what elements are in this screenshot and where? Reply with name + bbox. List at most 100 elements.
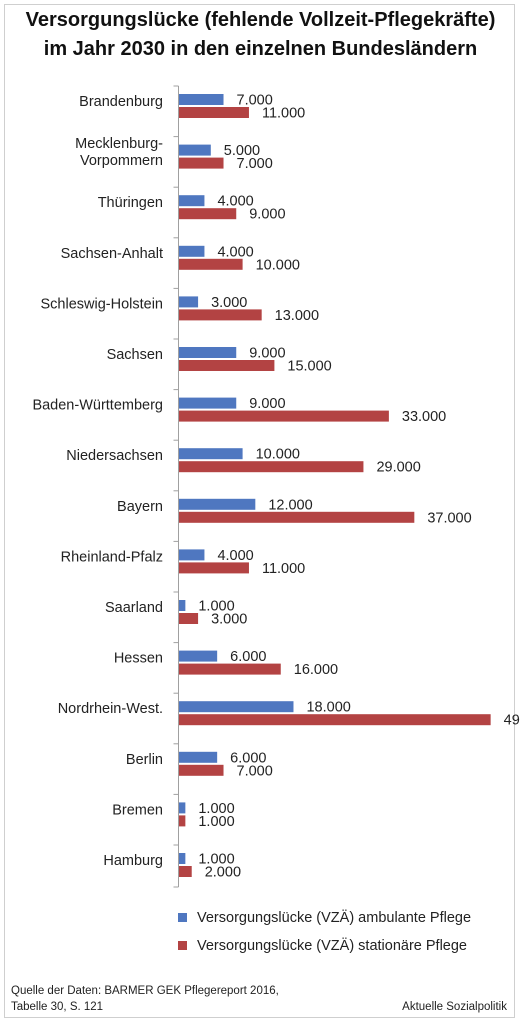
category-label-line: Nordrhein-West.	[58, 701, 163, 717]
category-label: Sachsen-Anhalt	[61, 246, 163, 262]
bar-ambulant	[179, 549, 205, 561]
bar-ambulant	[179, 701, 294, 713]
bar-stationaer	[179, 562, 249, 574]
legend-label-ambulant: Versorgungslücke (VZÄ) ambulante Pflege	[197, 910, 472, 926]
category-label: Saarland	[105, 600, 163, 616]
bar-ambulant	[179, 144, 211, 156]
chart-title: Versorgungslücke (fehlende Vollzeit-Pfle…	[0, 6, 521, 64]
value-label-ambulant: 6.000	[230, 649, 266, 665]
value-label-ambulant: 1.000	[198, 852, 234, 868]
value-label-stationaer: 33.000	[402, 409, 446, 425]
category-label-line: Brandenburg	[79, 94, 163, 110]
value-label-ambulant: 3.000	[211, 295, 247, 311]
category-label: Brandenburg	[79, 94, 163, 110]
bar-chart: Brandenburg 7.00011.000Mecklenburg-Vorpom…	[32, 85, 521, 888]
bar-stationaer	[179, 258, 243, 270]
value-label-stationaer: 11.000	[262, 561, 305, 577]
category-label: Sachsen	[107, 347, 163, 363]
value-label-ambulant: 12.000	[268, 497, 312, 513]
legend-label-stationaer: Versorgungslücke (VZÄ) stationäre Pflege	[197, 938, 467, 954]
value-label-ambulant: 10.000	[256, 447, 300, 463]
bar-stationaer	[179, 663, 281, 675]
category-label-line: Mecklenburg-	[75, 136, 163, 152]
bar-ambulant	[179, 751, 218, 763]
bar-stationaer	[179, 107, 249, 118]
value-label-stationaer: 49.000	[504, 713, 521, 729]
value-label-stationaer: 9.000	[249, 207, 285, 223]
value-label-stationaer: 37.000	[427, 510, 471, 526]
value-label-ambulant: 1.000	[198, 801, 234, 817]
value-label-stationaer: 29.000	[376, 460, 420, 476]
value-label-stationaer: 13.000	[275, 308, 319, 324]
value-label-stationaer: 7.000	[237, 156, 273, 172]
value-label-ambulant: 6.000	[230, 750, 266, 766]
bar-ambulant	[179, 397, 237, 409]
category-label: Thüringen	[98, 195, 163, 211]
category-label: Niedersachsen	[66, 448, 163, 464]
bar-ambulant	[179, 296, 199, 308]
bar-ambulant	[179, 245, 205, 257]
bar-stationaer	[179, 511, 415, 523]
category-label: Rheinland-Pfalz	[61, 549, 163, 565]
bar-ambulant	[179, 347, 237, 358]
category-label-line: Vorpommern	[80, 153, 163, 169]
bar-ambulant	[179, 498, 256, 510]
category-label-line: Rheinland-Pfalz	[61, 549, 163, 565]
bar-ambulant	[179, 94, 224, 105]
category-label-line: Schleswig-Holstein	[41, 296, 164, 312]
bar-stationaer	[179, 866, 192, 877]
value-label-stationaer: 10.000	[256, 257, 300, 273]
category-label: Berlin	[126, 752, 163, 768]
value-label-ambulant: 9.000	[249, 346, 285, 362]
value-label-ambulant: 9.000	[249, 396, 285, 412]
category-label: Nordrhein-West.	[58, 701, 163, 717]
value-label-ambulant: 4.000	[217, 194, 253, 210]
category-label-line: Berlin	[126, 752, 163, 768]
value-label-stationaer: 15.000	[287, 359, 331, 375]
legend-item-ambulant: Versorgungslücke (VZÄ) ambulante Pflege	[178, 906, 471, 934]
value-label-ambulant: 5.000	[224, 143, 260, 159]
value-label-stationaer: 11.000	[262, 106, 305, 122]
category-label: Bayern	[117, 499, 163, 515]
category-label-line: Sachsen-Anhalt	[61, 246, 163, 262]
source-note: Quelle der Daten: BARMER GEK Pflegerepor…	[11, 983, 279, 1015]
value-label-stationaer: 2.000	[205, 865, 241, 881]
bar-ambulant	[179, 650, 218, 662]
value-label-ambulant: 7.000	[237, 93, 273, 109]
bar-stationaer	[179, 410, 389, 422]
category-label-line: Baden-Württemberg	[32, 398, 163, 414]
legend-item-stationaer: Versorgungslücke (VZÄ) stationäre Pflege	[178, 934, 471, 962]
value-label-ambulant: 18.000	[306, 700, 350, 716]
bar-stationaer	[179, 208, 237, 220]
bar-ambulant	[179, 195, 205, 207]
source-line-2: Tabelle 30, S. 121	[11, 1001, 104, 1013]
bar-stationaer	[179, 714, 491, 726]
category-label-line: Thüringen	[98, 195, 163, 211]
value-label-stationaer: 7.000	[237, 763, 273, 779]
bar-stationaer	[179, 815, 186, 827]
bar-ambulant	[179, 802, 186, 814]
bar-stationaer	[179, 764, 224, 776]
legend: Versorgungslücke (VZÄ) ambulante Pflege …	[178, 906, 471, 962]
category-label: Hessen	[114, 651, 163, 667]
legend-swatch-stationaer	[178, 940, 187, 950]
value-label-stationaer: 3.000	[211, 612, 247, 628]
category-label-line: Sachsen	[107, 347, 163, 363]
bar-ambulant	[179, 600, 186, 611]
bar-stationaer	[179, 461, 364, 473]
bar-ambulant	[179, 853, 186, 864]
value-label-stationaer: 16.000	[294, 662, 338, 678]
category-label-line: Niedersachsen	[66, 448, 163, 464]
category-label: Baden-Württemberg	[32, 398, 163, 414]
value-label-ambulant: 4.000	[217, 244, 253, 260]
source-line-1: Quelle der Daten: BARMER GEK Pflegerepor…	[11, 985, 279, 997]
value-label-ambulant: 4.000	[217, 548, 253, 564]
category-label: Schleswig-Holstein	[41, 296, 164, 312]
category-label-line: Hamburg	[103, 853, 163, 869]
category-label: Hamburg	[103, 853, 163, 869]
bar-ambulant	[179, 448, 243, 460]
value-label-ambulant: 1.000	[198, 599, 234, 615]
category-label-line: Hessen	[114, 651, 163, 667]
legend-swatch-ambulant	[178, 912, 187, 922]
title-line-1: Versorgungslücke (fehlende Vollzeit-Pfle…	[25, 9, 496, 31]
